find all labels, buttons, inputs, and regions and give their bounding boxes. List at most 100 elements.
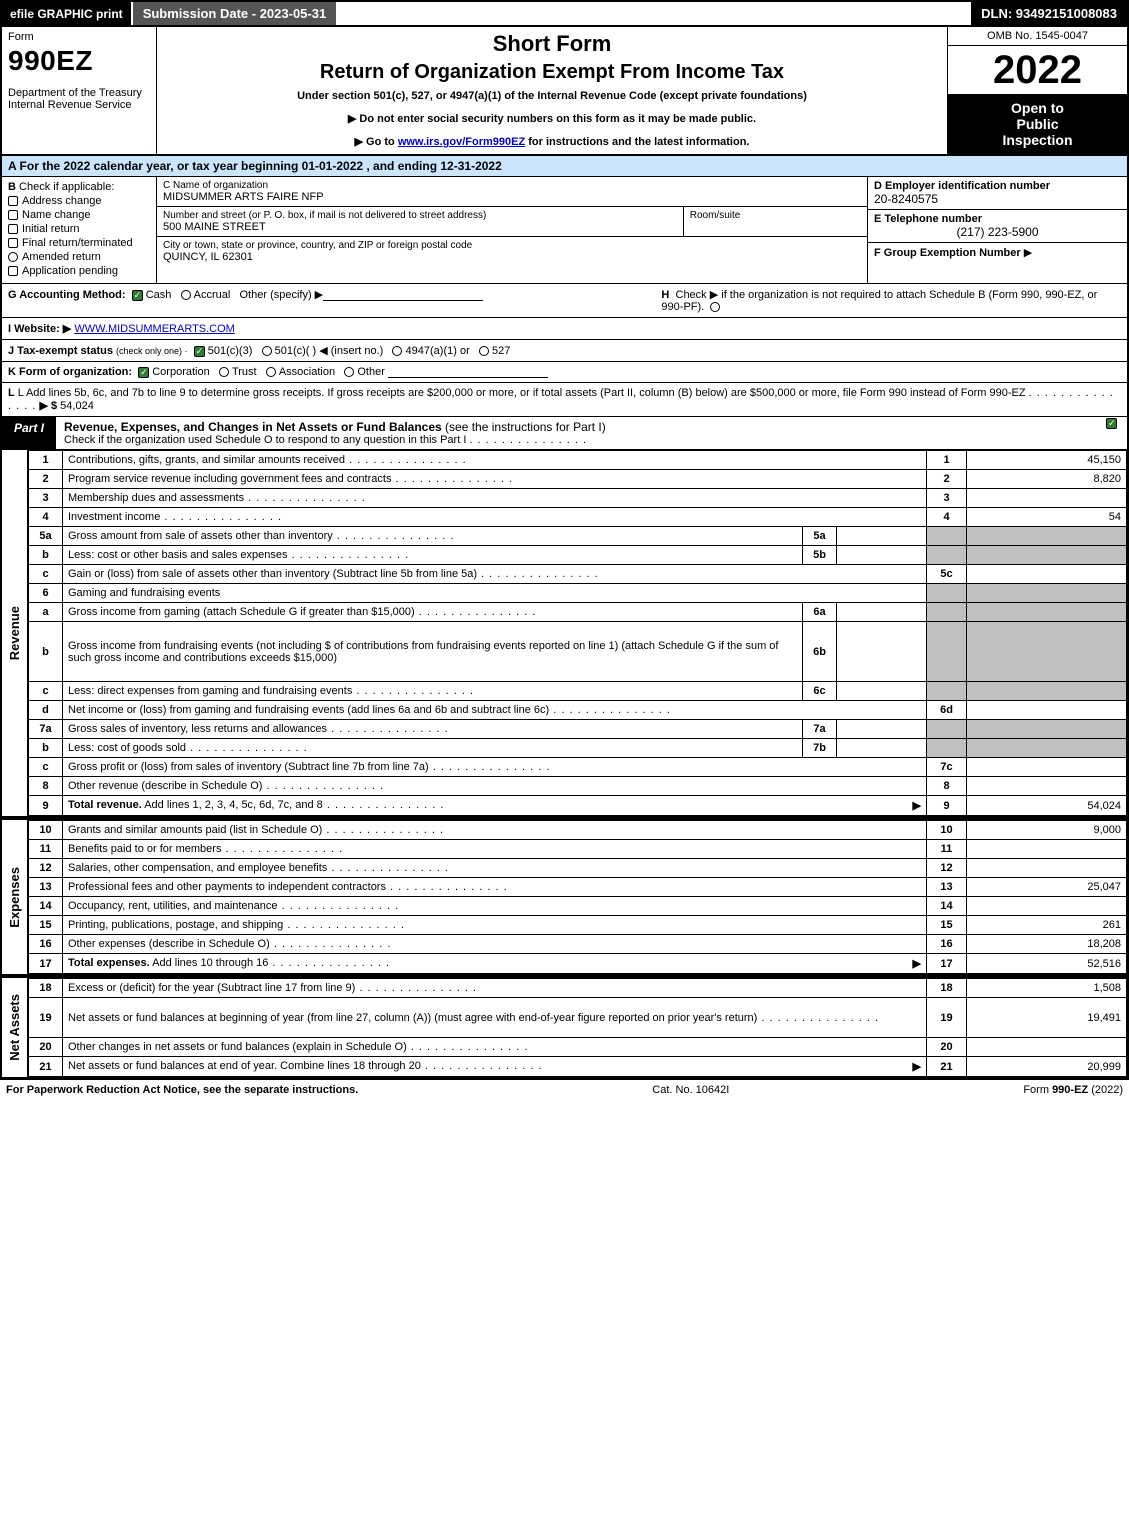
check-schedule-o-icon — [1106, 418, 1117, 429]
subtitle-section: Under section 501(c), 527, or 4947(a)(1)… — [165, 90, 939, 102]
line-number: 12 — [29, 859, 63, 878]
line-number: 18 — [29, 979, 63, 998]
amount-value: 54,024 — [967, 796, 1127, 816]
cb-final-return[interactable]: Final return/terminated — [8, 237, 150, 249]
website-link[interactable]: WWW.MIDSUMMERARTS.COM — [74, 323, 235, 335]
line-row: 1Contributions, gifts, grants, and simil… — [29, 451, 1127, 470]
instr-ssn: ▶ Do not enter social security numbers o… — [165, 112, 939, 125]
line-row: 13Professional fees and other payments t… — [29, 878, 1127, 897]
inner-line-number: 7b — [803, 739, 837, 758]
line-desc: Total revenue. Add lines 1, 2, 3, 4, 5c,… — [63, 796, 927, 816]
line-number: 14 — [29, 897, 63, 916]
radio-other-icon[interactable] — [344, 367, 354, 377]
radio-assoc-icon[interactable] — [266, 367, 276, 377]
inner-amount — [837, 682, 927, 701]
box-number: 14 — [927, 897, 967, 916]
box-greyed — [927, 546, 967, 565]
cb-address-change[interactable]: Address change — [8, 195, 150, 207]
amount-greyed — [967, 527, 1127, 546]
amount-greyed — [967, 622, 1127, 682]
line-desc: Gross income from gaming (attach Schedul… — [63, 603, 803, 622]
box-greyed — [927, 603, 967, 622]
dots-icon — [469, 434, 587, 446]
k-corp: Corporation — [152, 366, 209, 378]
line-desc: Occupancy, rent, utilities, and maintena… — [63, 897, 927, 916]
line-number: 17 — [29, 954, 63, 974]
l-text: L Add lines 5b, 6c, and 7b to line 9 to … — [18, 387, 1026, 399]
line-desc: Gross income from fundraising events (no… — [63, 622, 803, 682]
checkbox-icon — [8, 196, 18, 206]
line-desc: Net assets or fund balances at beginning… — [63, 998, 927, 1038]
irs-link[interactable]: www.irs.gov/Form990EZ — [398, 136, 525, 148]
k-other-field[interactable] — [388, 366, 548, 378]
amount-value: 9,000 — [967, 821, 1127, 840]
dln-number: DLN: 93492151008083 — [971, 2, 1127, 25]
line-desc: Contributions, gifts, grants, and simila… — [63, 451, 927, 470]
line-number: a — [29, 603, 63, 622]
cb-amended-return[interactable]: Amended return — [8, 251, 150, 263]
cb-application-pending[interactable]: Application pending — [8, 265, 150, 277]
form-header: Form 990EZ Department of the Treasury In… — [0, 27, 1129, 156]
phone-value: (217) 223-5900 — [874, 225, 1121, 239]
net-assets-section: Net Assets 18Excess or (deficit) for the… — [0, 976, 1129, 1079]
sidelabel-revenue: Revenue — [2, 450, 28, 816]
section-d-e-f: D Employer identification number 20-8240… — [867, 177, 1127, 283]
efile-print-label[interactable]: efile GRAPHIC print — [2, 2, 131, 25]
line-row: 20Other changes in net assets or fund ba… — [29, 1038, 1127, 1057]
line-desc: Gaming and fundraising events — [63, 584, 927, 603]
line-desc: Investment income — [63, 508, 927, 527]
line-desc: Net income or (loss) from gaming and fun… — [63, 701, 927, 720]
room-caption: Room/suite — [690, 210, 861, 221]
radio-527-icon[interactable] — [479, 346, 489, 356]
line-number: b — [29, 739, 63, 758]
part-1-check-o[interactable] — [1106, 417, 1127, 449]
cb-initial-return[interactable]: Initial return — [8, 223, 150, 235]
line-row: cGain or (loss) from sale of assets othe… — [29, 565, 1127, 584]
footer-cat-no: Cat. No. 10642I — [652, 1084, 729, 1096]
row-j-tax-exempt: J Tax-exempt status (check only one) · 5… — [0, 340, 1129, 362]
inner-line-number: 6c — [803, 682, 837, 701]
check-corp-icon[interactable] — [138, 367, 149, 378]
line-number: 6 — [29, 584, 63, 603]
amount-value — [967, 701, 1127, 720]
row-k-form-of-org: K Form of organization: Corporation Trus… — [0, 362, 1129, 383]
line-number: 9 — [29, 796, 63, 816]
part-1-header: Part I Revenue, Expenses, and Changes in… — [0, 417, 1129, 450]
line-desc: Gain or (loss) from sale of assets other… — [63, 565, 927, 584]
row-l-gross-receipts: L L Add lines 5b, 6c, and 7b to line 9 t… — [0, 383, 1129, 417]
g-cash: Cash — [146, 289, 172, 301]
h-text: Check ▶ if the organization is not requi… — [661, 289, 1097, 313]
check-cash-icon[interactable] — [132, 290, 143, 301]
line-desc: Total expenses. Add lines 10 through 16 … — [63, 954, 927, 974]
radio-4947-icon[interactable] — [392, 346, 402, 356]
radio-accrual-icon[interactable] — [181, 290, 191, 300]
box-greyed — [927, 622, 967, 682]
cb-name-change[interactable]: Name change — [8, 209, 150, 221]
line-number: 2 — [29, 470, 63, 489]
box-number: 11 — [927, 840, 967, 859]
other-specify-field[interactable] — [323, 289, 483, 301]
box-number: 16 — [927, 935, 967, 954]
inspect-line1: Open to — [952, 100, 1123, 116]
line-number: c — [29, 565, 63, 584]
radio-501c-icon[interactable] — [262, 346, 272, 356]
form-label: Form — [8, 31, 150, 43]
radio-h-icon[interactable] — [710, 302, 720, 312]
line-number: 8 — [29, 777, 63, 796]
j-527: 527 — [492, 345, 510, 357]
revenue-table: 1Contributions, gifts, grants, and simil… — [28, 450, 1127, 816]
ein-value: 20-8240575 — [874, 192, 1121, 206]
line-row: 16Other expenses (describe in Schedule O… — [29, 935, 1127, 954]
checkbox-icon — [8, 266, 18, 276]
line-number: 10 — [29, 821, 63, 840]
check-501c3-icon[interactable] — [194, 346, 205, 357]
line-row: 4Investment income454 — [29, 508, 1127, 527]
footer-form-ref: Form 990-EZ (2022) — [1023, 1084, 1123, 1096]
line-number: b — [29, 546, 63, 565]
page-footer: For Paperwork Reduction Act Notice, see … — [0, 1079, 1129, 1100]
box-number: 3 — [927, 489, 967, 508]
j-501c3: 501(c)(3) — [208, 345, 253, 357]
radio-trust-icon[interactable] — [219, 367, 229, 377]
omb-number: OMB No. 1545-0047 — [948, 27, 1127, 46]
k-label: K Form of organization: — [8, 366, 132, 378]
